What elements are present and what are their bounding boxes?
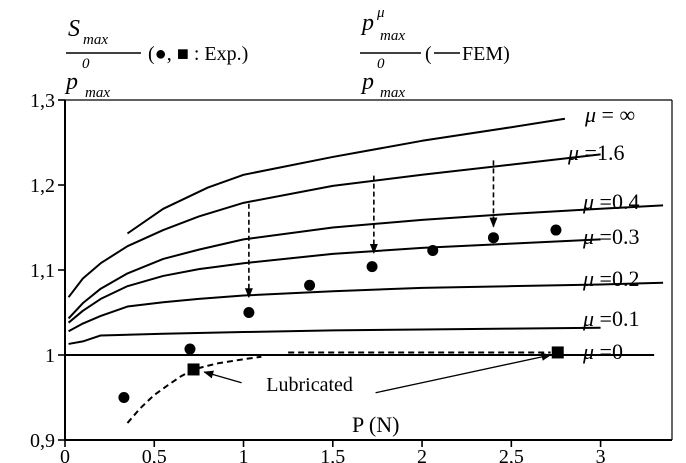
- experimental-points: [118, 224, 564, 403]
- ylabel-right-denominator-sub: max: [380, 85, 405, 101]
- series-line: [67, 204, 664, 320]
- series-label: μ =0.4: [582, 189, 639, 214]
- series-label: μ =0: [582, 339, 623, 364]
- experimental-circle-point: [366, 261, 378, 273]
- x-tick-label: 1: [239, 446, 249, 463]
- experimental-circle-point: [118, 392, 130, 403]
- annotations: Lubricated: [203, 352, 552, 396]
- ylabel-left-numerator: S: [68, 16, 80, 42]
- series-line: [126, 117, 566, 235]
- x-axis-label: P (N): [352, 412, 399, 437]
- y-tick-label: 1: [45, 345, 55, 367]
- x-tick-label: 0,5: [142, 446, 167, 463]
- x-tick-label: 0: [60, 446, 70, 463]
- ylabel-left-numerator-sub: max: [83, 32, 108, 48]
- experimental-square-point: [187, 363, 200, 376]
- ylabel-right-denominator: p: [360, 69, 374, 95]
- experimental-circle-point: [304, 279, 316, 291]
- ylabel-left: S max p 0 max (●, ■ : Exp.): [64, 16, 248, 101]
- experimental-square-point: [551, 346, 564, 359]
- x-tick-label: 3: [596, 446, 606, 463]
- series-label: μ =0.1: [582, 306, 639, 331]
- ylabel-left-denominator-sub: max: [85, 85, 110, 101]
- experimental-circle-point: [184, 343, 196, 355]
- experimental-circle-point: [243, 307, 255, 318]
- ylabel-left-legend: (●, ■ : Exp.): [148, 43, 248, 65]
- y-tick-label: 1,3: [30, 90, 55, 112]
- annotation-arrow: [203, 370, 242, 384]
- ylabel-left-denominator-sup: 0: [82, 56, 90, 72]
- annotation-label: Lubricated: [266, 374, 353, 396]
- series-line: [68, 281, 664, 333]
- ylabel-right-legend-close: FEM): [462, 43, 510, 65]
- ylabel-right-numerator-sup: μ: [376, 5, 385, 21]
- x-tick-label: 2: [417, 446, 427, 463]
- series-label: μ =1.6: [567, 140, 624, 165]
- series-line: [68, 326, 601, 345]
- annotation-arrow: [375, 352, 552, 394]
- ylabel-right: p μ max p 0 max ( FEM): [360, 5, 510, 101]
- x-tick-label: 1,5: [320, 446, 345, 463]
- series-label: μ = ∞: [584, 102, 635, 127]
- series-label: μ =0.3: [582, 224, 639, 249]
- ylabel-right-denominator-sup: 0: [377, 56, 385, 72]
- ylabel-left-denominator: p: [64, 69, 78, 95]
- x-tick-label: 2,5: [499, 446, 524, 463]
- y-tick-label: 1,2: [30, 175, 55, 197]
- y-tick-label: 1,1: [30, 260, 55, 282]
- series-line: [67, 238, 601, 324]
- lubricated-dashed-marks: [126, 351, 551, 424]
- drop-arrows: [244, 160, 498, 299]
- lubricated-dashed-curve: [126, 355, 262, 424]
- ylabel-right-legend-open: (: [425, 43, 432, 65]
- series-labels: μ = ∞ μ =1.6 μ =0.4 μ =0.3 μ =0.2 μ =0.1 μ =0: [567, 102, 639, 364]
- experimental-circle-point: [550, 224, 562, 236]
- series-label: μ =0.2: [582, 266, 639, 291]
- x-ticks: 0 0,5 1 1,5 2 2,5 3: [60, 440, 606, 463]
- y-tick-label: 0,9: [30, 430, 55, 452]
- ylabel-right-numerator-sub: max: [380, 28, 405, 44]
- y-ticks: 0,9 1 1,1 1,2 1,3: [30, 90, 65, 452]
- experimental-circle-point: [487, 232, 499, 244]
- ylabel-right-numerator: p: [360, 10, 374, 36]
- experimental-circle-point: [427, 244, 439, 256]
- series-line: [67, 153, 601, 298]
